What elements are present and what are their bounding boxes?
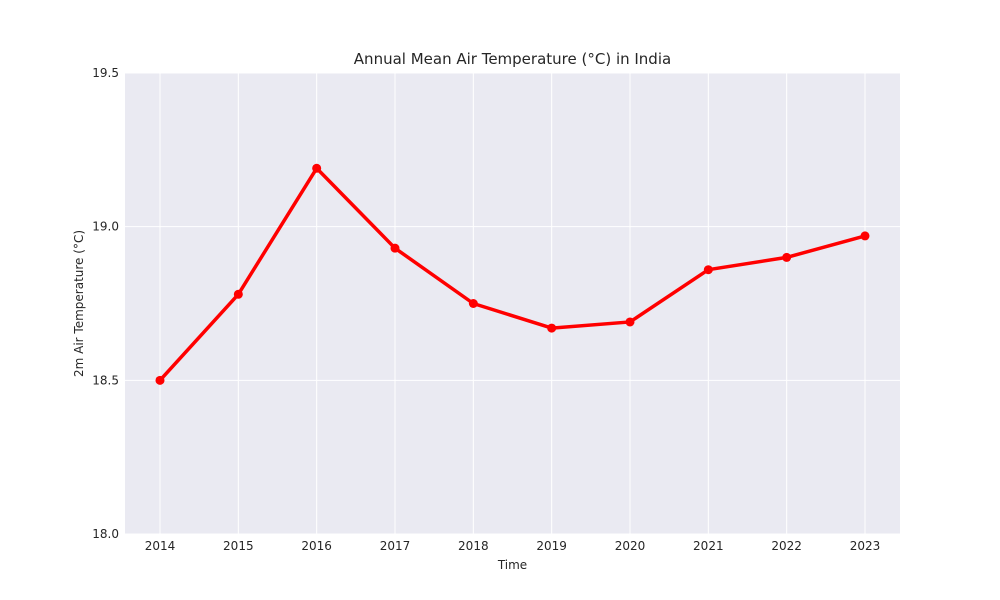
x-tick-label: 2019 <box>536 539 567 553</box>
data-point <box>547 323 557 333</box>
data-point <box>312 163 322 173</box>
data-point <box>703 265 713 275</box>
chart-title: Annual Mean Air Temperature (°C) in Indi… <box>354 50 671 68</box>
data-point <box>155 375 165 385</box>
y-axis-label: 2m Air Temperature (°C) <box>72 230 86 377</box>
series-layer <box>155 163 870 385</box>
data-point <box>782 252 792 262</box>
series-line <box>158 166 867 383</box>
x-tick-label: 2021 <box>693 539 724 553</box>
x-tick-label: 2015 <box>223 539 254 553</box>
y-tick-label: 18.5 <box>92 373 119 387</box>
x-tick-label: 2020 <box>615 539 646 553</box>
data-point <box>625 317 635 327</box>
data-point <box>390 243 400 253</box>
x-tick-label: 2022 <box>771 539 802 553</box>
x-tick-label: 2023 <box>850 539 881 553</box>
x-tick-label: 2018 <box>458 539 489 553</box>
data-point <box>233 289 243 299</box>
y-tick-label: 19.5 <box>92 66 119 80</box>
tick-labels: 2014 2015 2016 2017 2018 2019 2020 2021 2022 2023… <box>92 66 880 553</box>
data-point <box>860 231 870 241</box>
y-tick-label: 19.0 <box>92 220 119 234</box>
x-tick-label: 2016 <box>301 539 332 553</box>
x-axis-label: Time <box>497 558 527 572</box>
y-tick-label: 18.0 <box>92 527 119 541</box>
x-tick-label: 2014 <box>145 539 176 553</box>
x-tick-label: 2017 <box>380 539 411 553</box>
data-point <box>468 299 478 308</box>
plot-area <box>125 73 900 534</box>
